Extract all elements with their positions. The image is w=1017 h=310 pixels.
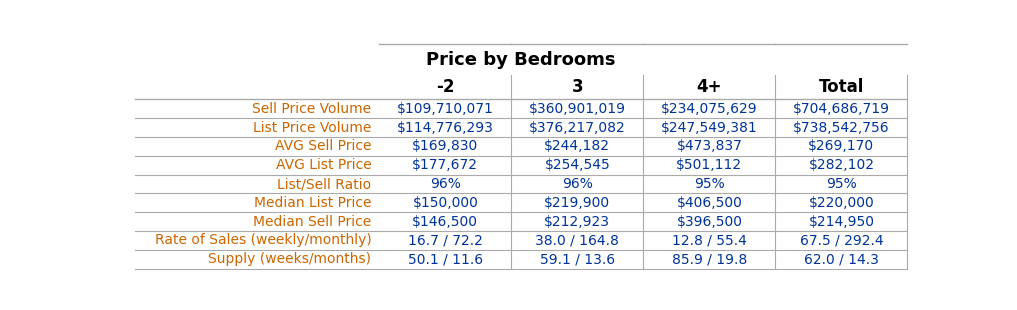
Text: 59.1 / 13.6: 59.1 / 13.6 bbox=[540, 252, 615, 266]
Text: 62.0 / 14.3: 62.0 / 14.3 bbox=[804, 252, 879, 266]
Text: $114,776,293: $114,776,293 bbox=[397, 121, 494, 135]
Text: $704,686,719: $704,686,719 bbox=[793, 102, 890, 116]
Text: 85.9 / 19.8: 85.9 / 19.8 bbox=[672, 252, 747, 266]
Text: $219,900: $219,900 bbox=[544, 196, 610, 210]
Text: $244,182: $244,182 bbox=[544, 139, 610, 153]
Text: 16.7 / 72.2: 16.7 / 72.2 bbox=[408, 233, 483, 247]
Text: $220,000: $220,000 bbox=[809, 196, 875, 210]
Text: $150,000: $150,000 bbox=[413, 196, 478, 210]
Text: $169,830: $169,830 bbox=[412, 139, 478, 153]
Text: $177,672: $177,672 bbox=[412, 158, 478, 172]
Text: $269,170: $269,170 bbox=[809, 139, 875, 153]
Text: AVG List Price: AVG List Price bbox=[276, 158, 371, 172]
Text: $406,500: $406,500 bbox=[676, 196, 742, 210]
Text: $473,837: $473,837 bbox=[676, 139, 742, 153]
Text: $234,075,629: $234,075,629 bbox=[661, 102, 758, 116]
Text: Median List Price: Median List Price bbox=[254, 196, 371, 210]
Text: $501,112: $501,112 bbox=[676, 158, 742, 172]
Text: AVG Sell Price: AVG Sell Price bbox=[275, 139, 371, 153]
Text: List/Sell Ratio: List/Sell Ratio bbox=[278, 177, 371, 191]
Text: 50.1 / 11.6: 50.1 / 11.6 bbox=[408, 252, 483, 266]
Text: Price by Bedrooms: Price by Bedrooms bbox=[426, 51, 616, 69]
Text: 3: 3 bbox=[572, 78, 583, 96]
Text: List Price Volume: List Price Volume bbox=[253, 121, 371, 135]
Text: Rate of Sales (weekly/monthly): Rate of Sales (weekly/monthly) bbox=[155, 233, 371, 247]
Text: $360,901,019: $360,901,019 bbox=[529, 102, 625, 116]
Text: Total: Total bbox=[819, 78, 864, 96]
Text: $396,500: $396,500 bbox=[676, 215, 742, 229]
Text: 95%: 95% bbox=[826, 177, 856, 191]
Text: 96%: 96% bbox=[562, 177, 593, 191]
Text: $247,549,381: $247,549,381 bbox=[661, 121, 758, 135]
Text: 67.5 / 292.4: 67.5 / 292.4 bbox=[799, 233, 883, 247]
Text: Median Sell Price: Median Sell Price bbox=[253, 215, 371, 229]
Text: Sell Price Volume: Sell Price Volume bbox=[252, 102, 371, 116]
Text: 12.8 / 55.4: 12.8 / 55.4 bbox=[672, 233, 746, 247]
Text: $146,500: $146,500 bbox=[412, 215, 478, 229]
Text: -2: -2 bbox=[436, 78, 455, 96]
Text: Supply (weeks/months): Supply (weeks/months) bbox=[208, 252, 371, 266]
Text: $254,545: $254,545 bbox=[544, 158, 610, 172]
Text: $109,710,071: $109,710,071 bbox=[397, 102, 494, 116]
Text: $212,923: $212,923 bbox=[544, 215, 610, 229]
Text: 95%: 95% bbox=[694, 177, 725, 191]
Text: 96%: 96% bbox=[430, 177, 461, 191]
Text: 4+: 4+ bbox=[697, 78, 722, 96]
Text: $282,102: $282,102 bbox=[809, 158, 875, 172]
Text: $376,217,082: $376,217,082 bbox=[529, 121, 625, 135]
Text: $214,950: $214,950 bbox=[809, 215, 875, 229]
Text: $738,542,756: $738,542,756 bbox=[793, 121, 890, 135]
Text: 38.0 / 164.8: 38.0 / 164.8 bbox=[535, 233, 619, 247]
